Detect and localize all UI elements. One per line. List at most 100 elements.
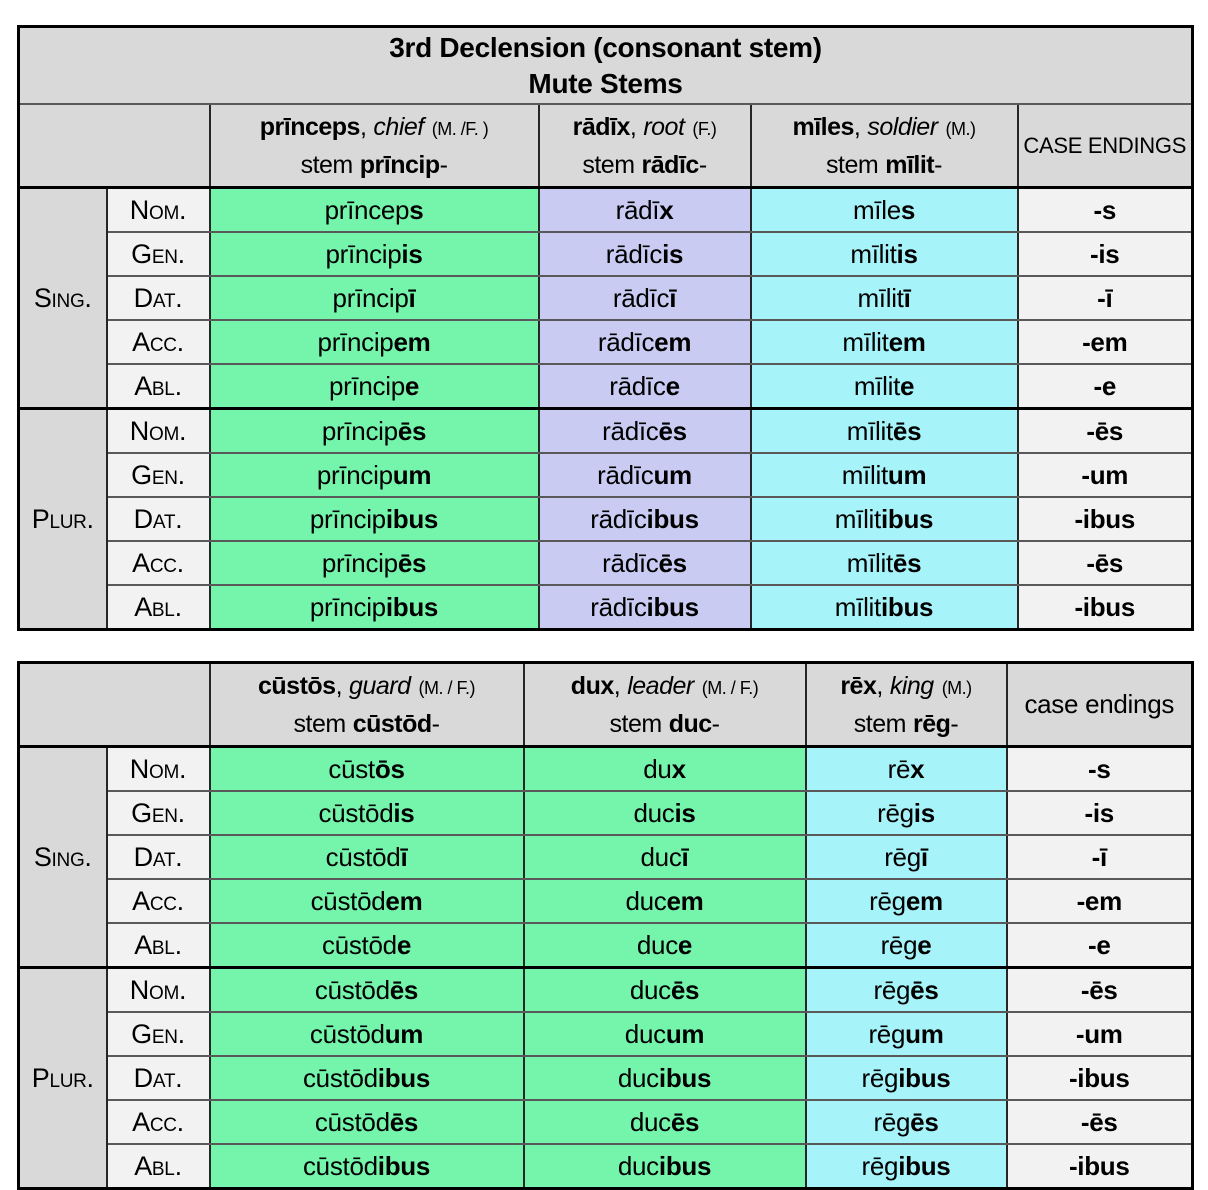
word-stem: prīncep <box>324 194 410 225</box>
word-ending: x <box>910 753 925 784</box>
noun-header-miles: mīles, soldier (M.) stem mīlit- <box>749 103 1019 189</box>
word-cell: rēgum <box>804 1011 1008 1057</box>
word-stem: rādīc <box>597 326 655 357</box>
singular-label: Sing. <box>17 745 108 969</box>
word-cell: cūstōdibus <box>208 1055 525 1101</box>
case-label: Nom. <box>105 407 211 454</box>
word-cell: cūstōdum <box>208 1011 525 1057</box>
word-stem: rādī <box>615 194 660 225</box>
hyphen: - <box>711 709 720 738</box>
table-row: Sing. Nom. cūstōs dux rēx -s <box>17 745 1194 969</box>
word-stem: duc <box>640 841 682 872</box>
word-ending: e <box>396 929 411 960</box>
stem-label: stem <box>609 709 663 738</box>
word-ending: em <box>888 326 926 357</box>
word-ending: is <box>896 238 918 269</box>
noun-header-princeps: prīnceps, chief (M. /F. ) stem prīncip- <box>208 103 540 189</box>
word-stem: duc <box>629 1106 671 1137</box>
table-row: Acc. cūstōdēs ducēs rēgēs -ēs <box>19 1099 1194 1145</box>
word-ending: ibus <box>385 503 439 534</box>
stem-label: stem <box>853 709 907 738</box>
word-stem: duc <box>633 797 675 828</box>
word-stem: prīncip <box>309 503 386 534</box>
word-cell: rēx <box>804 745 1008 792</box>
word-cell: cūstōdis <box>208 790 525 836</box>
headword: rādīx <box>572 112 631 141</box>
word-stem: rādīc <box>612 282 670 313</box>
stem: prīncip <box>359 150 440 179</box>
case-label: Nom. <box>105 745 211 792</box>
word-stem: cūstōd <box>314 974 390 1005</box>
case-ending-cell: -em <box>1016 319 1194 365</box>
table-row: Acc. prīncipem rādīcem mīlitem -em <box>19 319 1194 365</box>
word-stem: mīlit <box>841 459 888 490</box>
word-cell: prīncipēs <box>208 540 540 586</box>
word-ending: is <box>662 238 684 269</box>
word-cell: cūstōs <box>208 745 525 792</box>
word-ending: ēs <box>910 974 939 1005</box>
word-stem: rēg <box>880 929 918 960</box>
word-cell: cūstōdēs <box>208 966 525 1013</box>
case-label: Dat. <box>105 496 211 542</box>
word-cell: ducem <box>522 878 807 924</box>
word-stem: mīle <box>852 194 901 225</box>
word-ending: ī <box>903 282 911 313</box>
word-ending: ēs <box>892 415 922 446</box>
word-ending: ibus <box>898 1150 951 1181</box>
word-ending: um <box>392 459 432 490</box>
word-ending: ēs <box>892 547 922 578</box>
word-ending: e <box>677 929 693 960</box>
gender: (M. / F.) <box>418 671 476 700</box>
case-label: Dat. <box>105 275 211 321</box>
plural-label: Plur. <box>17 407 108 631</box>
word-ending: um <box>653 459 692 490</box>
word-ending: ēs <box>389 1106 419 1137</box>
table-row: Dat. prīncipī rādīcī mīlitī -ī <box>19 275 1194 321</box>
word-ending: ibus <box>646 591 700 622</box>
translation: root <box>643 112 685 141</box>
word-stem: mīlit <box>846 547 893 578</box>
word-stem: rādīc <box>590 591 647 622</box>
word-cell: prīncipe <box>208 363 540 410</box>
word-ending: ī <box>408 282 416 313</box>
translation: guard <box>349 671 411 700</box>
gender: (M. / F.) <box>701 671 759 700</box>
word-stem: rēg <box>877 797 914 828</box>
word-stem: cūstōd <box>302 1150 378 1181</box>
word-ending: ibus <box>646 503 700 534</box>
title-row: 3rd Declension (consonant stem) Mute Ste… <box>17 25 1194 105</box>
case-label: Dat. <box>105 1055 211 1101</box>
word-cell: mīlitibus <box>749 584 1019 631</box>
word-ending: em <box>654 326 692 357</box>
empty-corner-cell <box>17 661 211 748</box>
word-cell: mīlitum <box>749 452 1019 498</box>
word-ending: ēs <box>397 547 427 578</box>
word-ending: ī <box>920 841 928 872</box>
hyphen: - <box>431 709 440 738</box>
plural-label: Plur. <box>17 966 108 1190</box>
word-cell: rēgis <box>804 790 1008 836</box>
word-cell: rēgī <box>804 834 1008 880</box>
word-cell: rēgibus <box>804 1055 1008 1101</box>
word-stem: mīlit <box>857 282 904 313</box>
case-label: Nom. <box>105 186 211 233</box>
word-cell: ducis <box>522 790 807 836</box>
word-stem: cūstōd <box>325 841 401 872</box>
comma: , <box>359 112 367 141</box>
case-label: Abl. <box>105 584 211 631</box>
word-stem: cūst <box>328 753 375 784</box>
case-label: Abl. <box>105 363 211 410</box>
word-cell: ducum <box>522 1011 807 1057</box>
case-ending-cell: -ī <box>1016 275 1194 321</box>
word-cell: rādīce <box>537 363 752 410</box>
word-ending: x <box>659 194 674 225</box>
case-ending-cell: -ēs <box>1005 966 1194 1013</box>
word-ending: ēs <box>389 974 419 1005</box>
word-ending: is <box>674 797 696 828</box>
word-ending: um <box>384 1018 424 1049</box>
table-row: Dat. prīncipibus rādīcibus mīlitibus -ib… <box>19 496 1194 542</box>
word-stem: rēg <box>861 1150 899 1181</box>
case-ending-cell: -ēs <box>1016 407 1194 454</box>
title-line-1: 3rd Declension (consonant stem) <box>389 31 822 63</box>
